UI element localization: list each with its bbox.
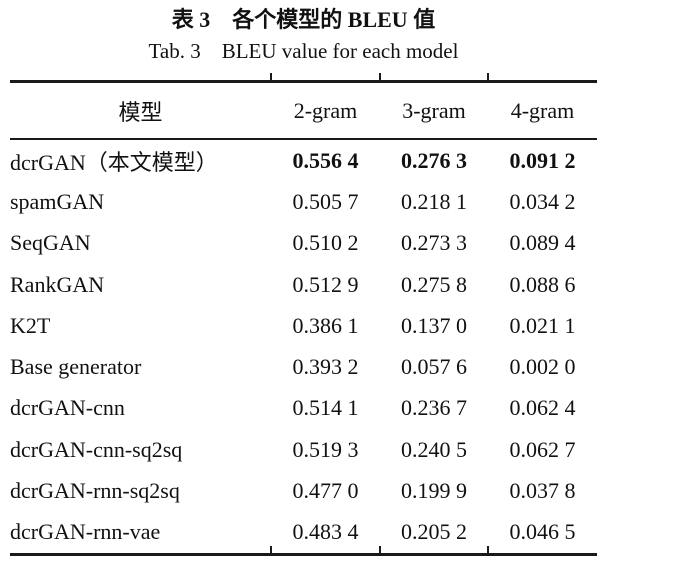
table-row: spamGAN 0.505 7 0.218 1 0.034 2 <box>10 181 597 222</box>
table-caption-zh: 表 3 各个模型的 BLEU 值 <box>171 7 436 32</box>
bleu-2gram-cell: 0.519 3 <box>292 436 359 462</box>
bleu-2gram-cell: 0.505 7 <box>292 188 359 214</box>
bleu-2gram-cell: 0.510 2 <box>292 230 359 256</box>
bleu-2gram-cell: 0.514 1 <box>292 395 359 421</box>
model-name-cell: dcrGAN（本文模型） <box>10 149 218 175</box>
bleu-3gram-cell: 0.205 2 <box>401 519 467 545</box>
table-body: dcrGAN（本文模型） 0.556 4 0.276 3 0.091 2 spa… <box>10 140 597 553</box>
table-row: dcrGAN-cnn-sq2sq 0.519 3 0.240 5 0.062 7 <box>10 429 597 470</box>
table-row: SeqGAN 0.510 2 0.273 3 0.089 4 <box>10 223 597 264</box>
model-name-cell: spamGAN <box>10 188 105 214</box>
bleu-3gram-cell: 0.236 7 <box>401 395 467 421</box>
table-row: dcrGAN（本文模型） 0.556 4 0.276 3 0.091 2 <box>10 140 597 181</box>
model-name-cell: SeqGAN <box>10 230 91 256</box>
bleu-2gram-cell: 0.483 4 <box>292 519 359 545</box>
column-divider-stub <box>379 546 381 553</box>
bleu-2gram-cell: 0.556 4 <box>292 147 359 173</box>
model-name-cell: dcrGAN-cnn <box>10 395 125 421</box>
column-header-4gram: 4-gram <box>510 97 575 123</box>
bleu-4gram-cell: 0.089 4 <box>509 230 576 256</box>
bleu-3gram-cell: 0.199 9 <box>401 478 467 504</box>
column-header-model: 模型 <box>118 99 163 125</box>
table-row: dcrGAN-rnn-vae 0.483 4 0.205 2 0.046 5 <box>10 512 597 553</box>
table-top-rule <box>10 80 597 83</box>
table-caption-en: Tab. 3 BLEU value for each model <box>148 39 459 63</box>
column-divider-stub <box>379 73 381 80</box>
model-name-cell: dcrGAN-rnn-sq2sq <box>10 478 180 504</box>
bleu-4gram-cell: 0.062 7 <box>509 436 576 462</box>
model-name-cell: dcrGAN-rnn-vae <box>10 519 161 545</box>
bleu-3gram-cell: 0.057 6 <box>401 354 467 380</box>
column-header-2gram: 2-gram <box>293 97 358 123</box>
column-header-3gram: 3-gram <box>402 97 466 123</box>
table-row: Base generator 0.393 2 0.057 6 0.002 0 <box>10 346 597 387</box>
bleu-4gram-cell: 0.062 4 <box>509 395 576 421</box>
bleu-2gram-cell: 0.393 2 <box>292 354 359 380</box>
table-row: dcrGAN-rnn-sq2sq 0.477 0 0.199 9 0.037 8 <box>10 470 597 511</box>
bleu-4gram-cell: 0.046 5 <box>509 519 576 545</box>
bleu-3gram-cell: 0.240 5 <box>401 436 467 462</box>
bleu-2gram-cell: 0.477 0 <box>292 478 359 504</box>
bleu-4gram-cell: 0.034 2 <box>509 188 576 214</box>
bleu-4gram-cell: 0.037 8 <box>509 478 576 504</box>
table-bottom-rule <box>10 553 597 556</box>
bleu-3gram-cell: 0.218 1 <box>401 188 467 214</box>
column-divider-stub <box>270 73 272 80</box>
bleu-3gram-cell: 0.276 3 <box>401 147 467 173</box>
column-divider-stub <box>270 546 272 553</box>
bleu-2gram-cell: 0.512 9 <box>292 271 359 297</box>
bleu-3gram-cell: 0.137 0 <box>401 312 467 338</box>
bleu-4gram-cell: 0.091 2 <box>509 147 576 173</box>
table-row: RankGAN 0.512 9 0.275 8 0.088 6 <box>10 264 597 305</box>
table-row: dcrGAN-cnn 0.514 1 0.236 7 0.062 4 <box>10 388 597 429</box>
bleu-4gram-cell: 0.002 0 <box>509 354 576 380</box>
table-row: K2T 0.386 1 0.137 0 0.021 1 <box>10 305 597 346</box>
model-name-cell: Base generator <box>10 354 142 380</box>
table-3-block: 表 3 各个模型的 BLEU 值 Tab. 3 BLEU value for e… <box>10 0 597 573</box>
bleu-3gram-cell: 0.273 3 <box>401 230 467 256</box>
model-name-cell: dcrGAN-cnn-sq2sq <box>10 436 183 462</box>
bleu-3gram-cell: 0.275 8 <box>401 271 467 297</box>
table-header-row: 模型 2-gram 3-gram 4-gram <box>10 83 597 138</box>
bleu-4gram-cell: 0.021 1 <box>509 312 576 338</box>
table-header-rule <box>10 138 597 140</box>
model-name-cell: K2T <box>10 312 51 338</box>
bleu-4gram-cell: 0.088 6 <box>509 271 576 297</box>
column-divider-stub <box>487 73 489 80</box>
column-divider-stub <box>487 546 489 553</box>
bleu-2gram-cell: 0.386 1 <box>292 312 359 338</box>
model-name-cell: RankGAN <box>10 271 105 297</box>
